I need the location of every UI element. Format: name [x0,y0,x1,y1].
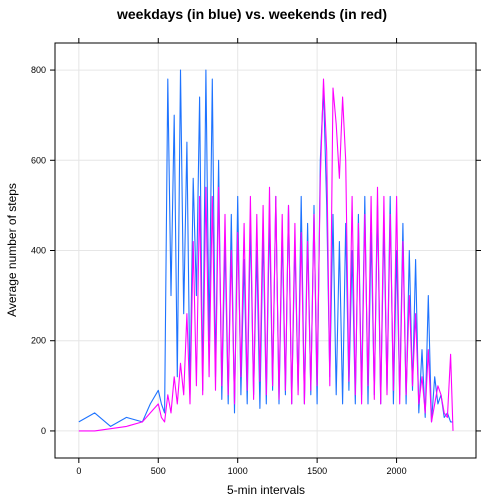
x-tick-label: 2000 [387,466,407,476]
y-tick-label: 0 [41,426,46,436]
y-axis-label: Average number of steps [5,183,19,317]
y-tick-label: 600 [31,155,46,165]
x-tick-label: 0 [76,466,81,476]
ticks: 0 500 1000 1500 2000 0 200 400 600 800 [31,38,481,476]
x-tick-label: 500 [151,466,166,476]
x-tick-label: 1500 [307,466,327,476]
series-group [78,69,454,432]
y-tick-label: 400 [31,246,46,256]
x-axis-label: 5-min intervals [227,483,305,497]
x-tick-label: 1000 [228,466,248,476]
y-tick-label: 200 [31,336,46,346]
series-line-weekends [78,78,454,432]
chart-title: weekdays (in blue) vs. weekends (in red) [117,6,387,22]
grid [55,43,476,458]
y-tick-label: 800 [31,65,46,75]
